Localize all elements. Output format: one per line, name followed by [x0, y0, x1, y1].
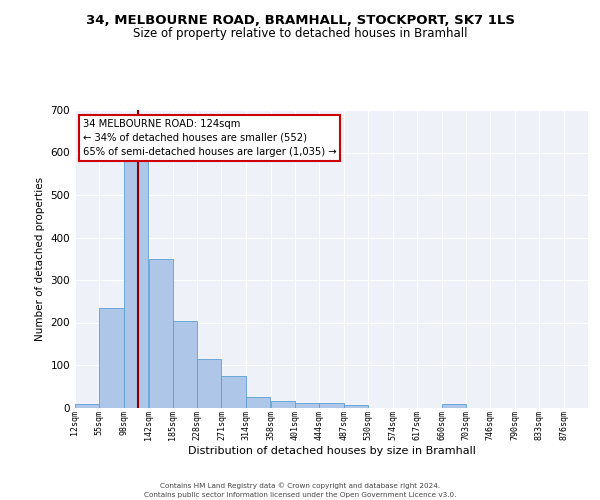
Bar — [173, 321, 197, 408]
Bar — [149, 259, 173, 408]
Text: Size of property relative to detached houses in Bramhall: Size of property relative to detached ho… — [133, 28, 467, 40]
Bar — [75, 404, 100, 407]
Bar — [246, 397, 270, 407]
Bar — [319, 403, 344, 407]
Bar — [271, 401, 295, 407]
Bar — [442, 404, 466, 407]
Bar — [197, 359, 221, 408]
Bar — [124, 160, 148, 408]
Text: 34, MELBOURNE ROAD, BRAMHALL, STOCKPORT, SK7 1LS: 34, MELBOURNE ROAD, BRAMHALL, STOCKPORT,… — [86, 14, 515, 27]
Bar — [344, 406, 368, 407]
Bar — [100, 308, 124, 408]
X-axis label: Distribution of detached houses by size in Bramhall: Distribution of detached houses by size … — [188, 446, 475, 456]
Bar — [221, 376, 246, 408]
Text: 34 MELBOURNE ROAD: 124sqm
← 34% of detached houses are smaller (552)
65% of semi: 34 MELBOURNE ROAD: 124sqm ← 34% of detac… — [83, 119, 337, 157]
Bar — [295, 403, 319, 407]
Text: Contains HM Land Registry data © Crown copyright and database right 2024.
Contai: Contains HM Land Registry data © Crown c… — [144, 482, 456, 498]
Y-axis label: Number of detached properties: Number of detached properties — [35, 176, 45, 341]
